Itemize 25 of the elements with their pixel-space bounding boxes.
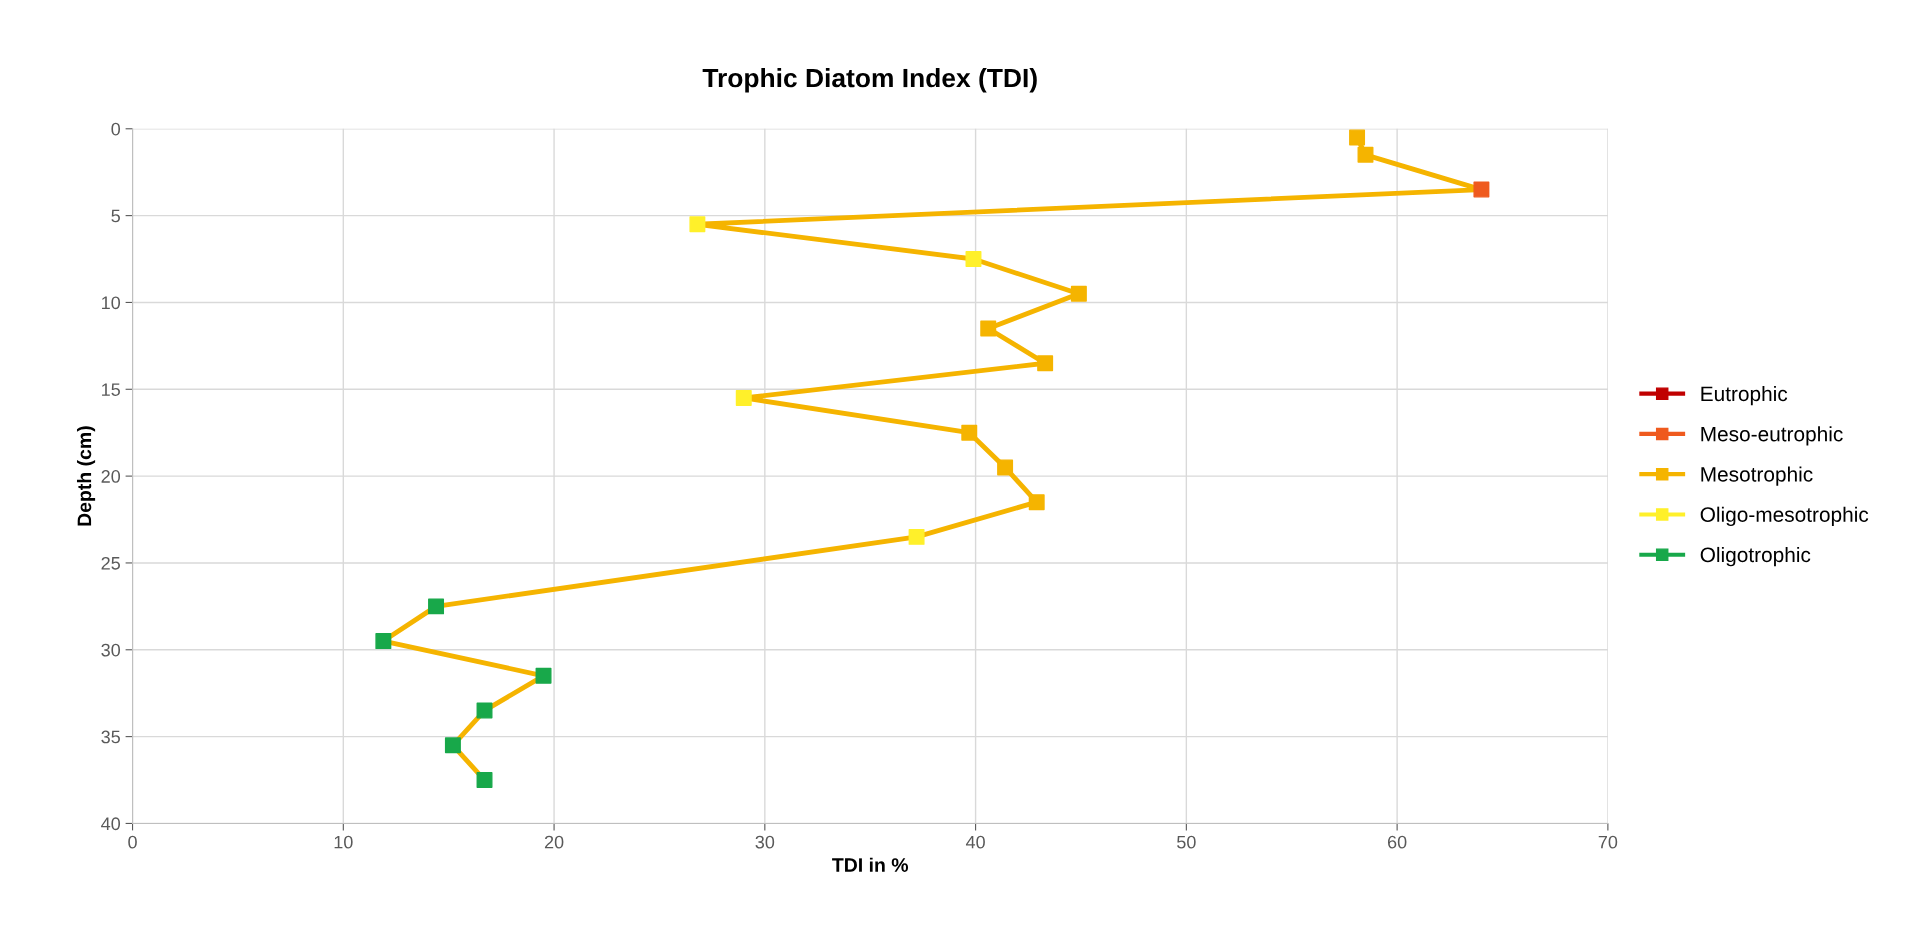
y-tick-label: 40 [101, 817, 121, 831]
x-tick-label: 10 [334, 835, 353, 849]
x-tick-label: 50 [1177, 835, 1196, 849]
legend-label: Mesotrophic [1701, 466, 1813, 486]
y-tick-label: 0 [111, 122, 121, 136]
x-axis-title: TDI in % [832, 857, 909, 872]
x-tick-label: 20 [544, 835, 564, 849]
x-tick-label: 60 [1387, 835, 1407, 849]
y-tick-label: 15 [102, 383, 120, 396]
x-tick-label: 30 [755, 835, 775, 849]
legend-label: Eutrophic [1701, 385, 1788, 406]
y-tick-label: 35 [101, 730, 120, 744]
y-axis-title: Depth (cm) [76, 426, 96, 526]
x-tick-label: 70 [1598, 835, 1618, 849]
legend-label: Meso-eutrophic [1701, 426, 1843, 446]
x-tick-label: 40 [965, 835, 985, 849]
y-tick-label: 20 [101, 470, 121, 483]
legend-label: Oligotrophic [1700, 546, 1811, 567]
y-tick-label: 25 [101, 556, 120, 570]
legend-label: Oligo-mesotrophic [1700, 506, 1869, 527]
x-tick-label: 0 [128, 835, 137, 849]
y-tick-label: 30 [101, 643, 121, 657]
y-tick-label: 5 [111, 209, 120, 223]
y-tick-label: 10 [102, 296, 121, 310]
chart-title: Trophic Diatom Index (TDI) [702, 67, 1037, 93]
